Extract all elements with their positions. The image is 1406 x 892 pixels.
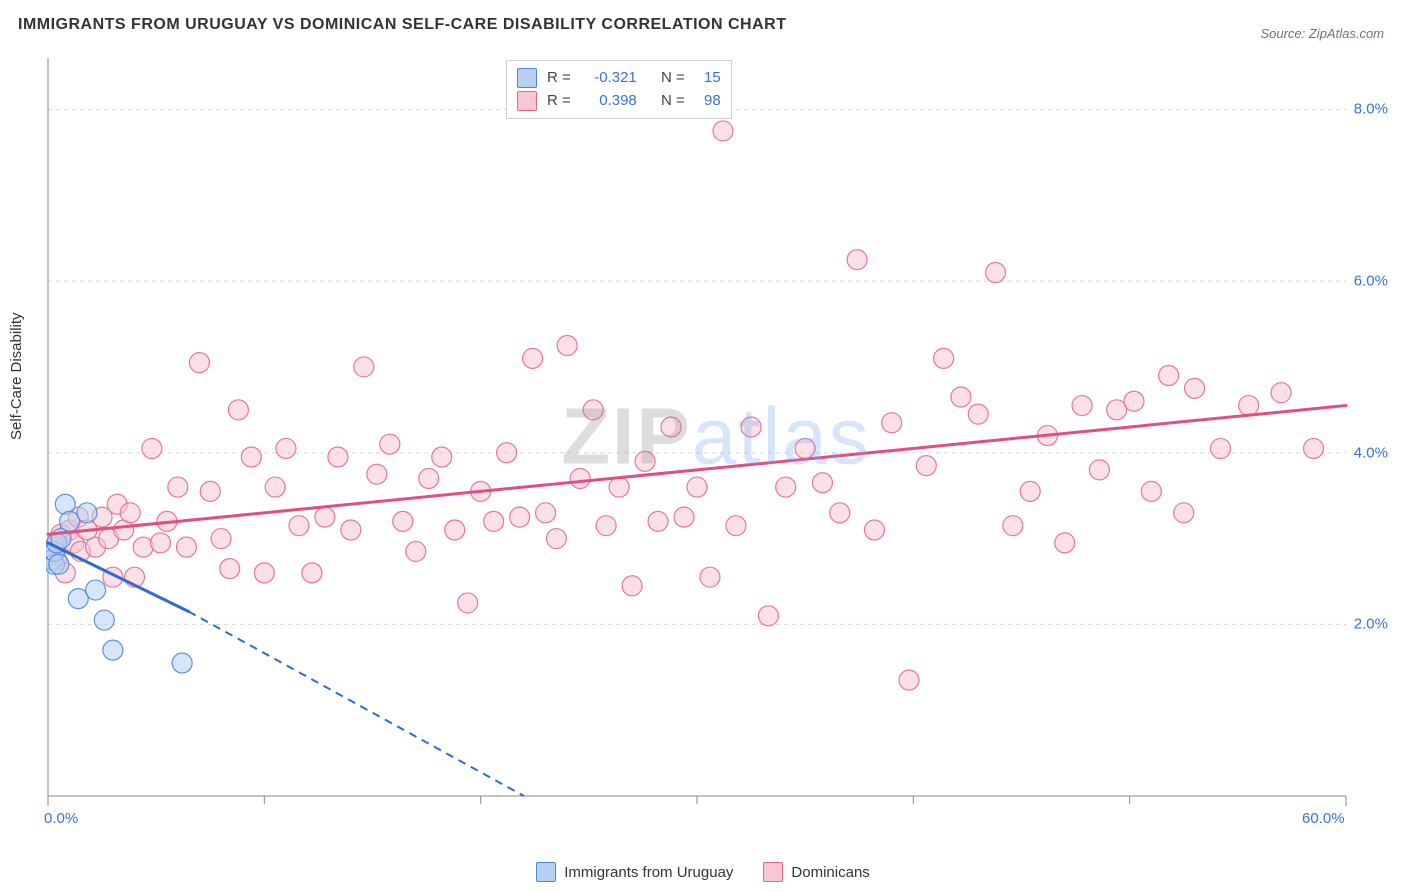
bottom-legend: Immigrants from Uruguay Dominicans — [0, 862, 1406, 882]
legend-item-dominicans: Dominicans — [763, 862, 869, 882]
r-label: R = — [547, 67, 571, 90]
r-label: R = — [547, 90, 571, 113]
r-value-dominicans: 0.398 — [581, 90, 637, 113]
x-tick-label: 0.0% — [44, 810, 78, 827]
chart-svg — [46, 56, 1386, 826]
plot-area: ZIPatlas R = -0.321 N = 15 R = 0.398 N =… — [46, 56, 1386, 826]
corr-row-uruguay: R = -0.321 N = 15 — [517, 67, 721, 90]
legend-swatch-uruguay — [536, 862, 556, 882]
n-label: N = — [661, 67, 685, 90]
y-axis-label: Self-Care Disability — [8, 312, 25, 440]
corr-row-dominicans: R = 0.398 N = 98 — [517, 90, 721, 113]
source-label: Source: ZipAtlas.com — [1260, 26, 1384, 41]
swatch-uruguay — [517, 68, 537, 88]
swatch-dominicans — [517, 91, 537, 111]
n-label: N = — [661, 90, 685, 113]
legend-label-uruguay: Immigrants from Uruguay — [564, 864, 733, 881]
y-tick-label: 8.0% — [1354, 101, 1388, 118]
chart-title: IMMIGRANTS FROM URUGUAY VS DOMINICAN SEL… — [18, 16, 786, 34]
legend-item-uruguay: Immigrants from Uruguay — [536, 862, 733, 882]
legend-label-dominicans: Dominicans — [791, 864, 869, 881]
r-value-uruguay: -0.321 — [581, 67, 637, 90]
n-value-uruguay: 15 — [695, 67, 721, 90]
x-tick-label: 60.0% — [1302, 810, 1345, 827]
y-tick-label: 4.0% — [1354, 444, 1388, 461]
legend-swatch-dominicans — [763, 862, 783, 882]
y-tick-label: 6.0% — [1354, 273, 1388, 290]
y-tick-label: 2.0% — [1354, 616, 1388, 633]
correlation-legend: R = -0.321 N = 15 R = 0.398 N = 98 — [506, 60, 732, 119]
n-value-dominicans: 98 — [695, 90, 721, 113]
